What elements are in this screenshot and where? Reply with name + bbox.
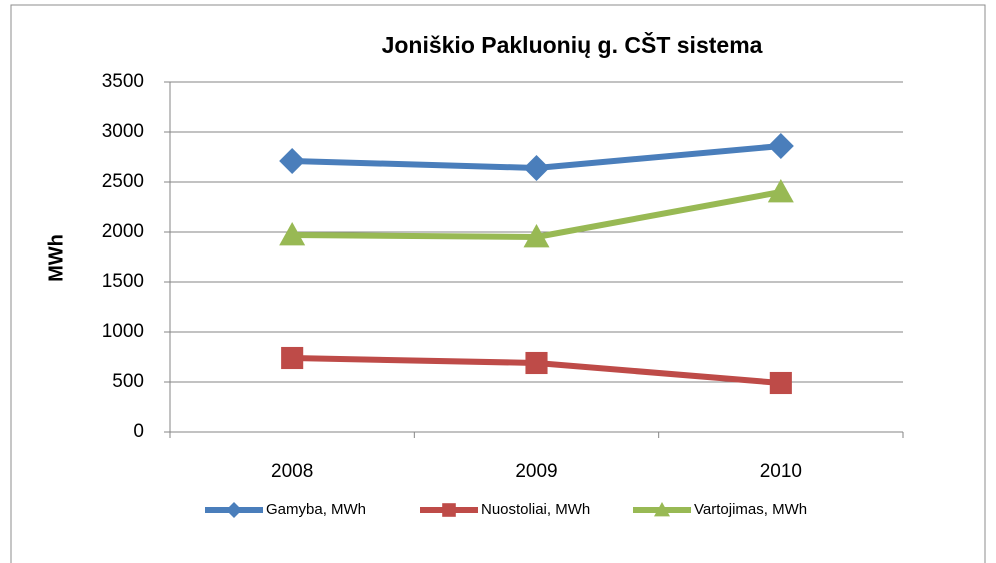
y-tick-label: 3000 <box>102 121 144 142</box>
marker <box>226 502 242 518</box>
marker <box>279 148 306 174</box>
marker <box>767 179 794 203</box>
marker <box>767 133 794 159</box>
y-tick-label: 2500 <box>102 171 144 192</box>
chart-title: Joniškio Pakluonių g. CŠT sistema <box>382 31 763 58</box>
marker <box>654 502 670 517</box>
y-tick-label: 0 <box>133 421 144 442</box>
marker <box>523 155 550 181</box>
marker <box>281 346 304 370</box>
marker <box>442 503 456 517</box>
legend-label: Gamyba, MWh <box>266 501 366 518</box>
x-tick-label: 2008 <box>271 461 313 482</box>
chart-frame <box>10 4 986 563</box>
legend-label: Nuostoliai, MWh <box>481 501 590 518</box>
y-tick-label: 1000 <box>102 321 144 342</box>
marker <box>279 222 306 246</box>
marker <box>523 224 550 248</box>
marker <box>769 371 792 395</box>
x-tick-label: 2009 <box>515 461 557 482</box>
y-tick-label: 2000 <box>102 221 144 242</box>
y-tick-label: 1500 <box>102 271 144 292</box>
y-axis-label: MWh <box>45 234 67 282</box>
legend-label: Vartojimas, MWh <box>694 501 807 518</box>
x-tick-label: 2010 <box>760 461 802 482</box>
y-tick-label: 3500 <box>102 71 144 92</box>
y-tick-label: 500 <box>112 371 144 392</box>
marker <box>525 351 548 375</box>
